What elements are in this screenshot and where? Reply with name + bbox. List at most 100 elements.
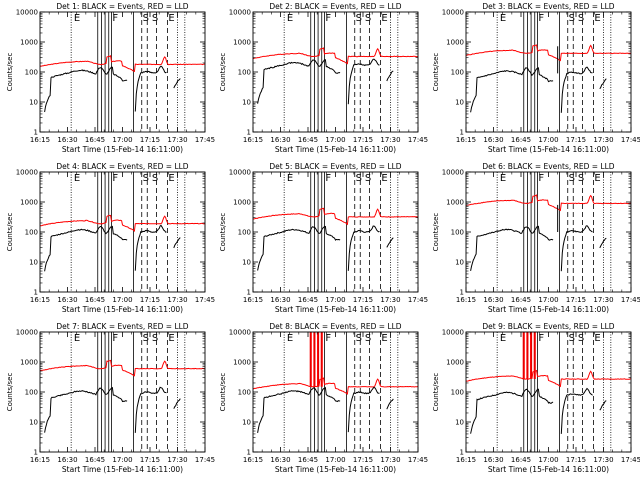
x-tick-label: 16:15 [243,296,263,304]
marker-letter: S [578,13,584,24]
marker-letter: F [325,173,331,184]
x-tick-label: 17:45 [195,456,215,464]
x-tick-label: 16:45 [85,456,105,464]
marker-letter: E [168,333,174,344]
y-tick-label: 1000 [20,199,38,207]
lld-spike [309,332,312,387]
plot-frame [39,171,206,293]
plot-area [253,332,418,452]
events-series-line [599,237,607,249]
lld-spike [317,332,320,387]
x-axis-label: Start Time (15-Feb-14 16:11:00) [275,305,396,314]
y-tick-label: 1000 [233,199,251,207]
y-axis-label: Counts/sec [432,213,440,252]
marker-letter: S [143,13,149,24]
y-axis-label: Counts/sec [432,373,440,412]
y-axis-label: Counts/sec [6,213,14,252]
x-tick-label: 17:15 [140,136,160,144]
y-tick-label: 100 [25,229,38,237]
marker-letter: E [287,13,293,24]
x-tick-label: 16:45 [85,136,105,144]
marker-letter: S [152,173,158,184]
events-series-line [134,224,167,271]
events-series-line [347,225,380,271]
marker-letter: S [356,13,362,24]
plot-frame [465,11,632,133]
y-tick-label: 10 [29,259,38,267]
y-tick-label: 10000 [229,9,251,17]
marker-letter: S [578,333,584,344]
y-tick-label: 10000 [229,329,251,337]
x-tick-label: 16:30 [57,136,77,144]
events-series-line [173,78,181,89]
y-tick-label: 100 [451,69,464,77]
x-tick-label: 16:45 [298,456,318,464]
marker-letter: F [112,333,118,344]
plot-area [40,12,205,132]
y-tick-label: 10000 [442,329,464,337]
x-tick-label: 16:15 [456,456,476,464]
events-series-line [134,386,167,433]
x-tick-label: 16:30 [483,296,503,304]
y-tick-label: 10000 [16,9,38,17]
y-tick-label: 10 [242,259,251,267]
marker-letter: E [74,333,80,344]
marker-letter: E [168,13,174,24]
panel-title: Det 5: BLACK = Events, RED = LLD [269,162,401,171]
marker-letter: E [168,173,174,184]
y-axis-label: Counts/sec [219,213,227,252]
plot-area [40,172,205,292]
panel-title: Det 3: BLACK = Events, RED = LLD [482,2,614,11]
y-tick-label: 100 [238,69,251,77]
marker-letter: S [152,333,158,344]
y-tick-label: 10000 [229,169,251,177]
y-tick-label: 10000 [442,9,464,17]
marker-letter: E [500,173,506,184]
marker-letter: S [578,173,584,184]
marker-letter: F [325,333,331,344]
x-tick-label: 17:45 [408,456,428,464]
x-tick-label: 17:15 [353,296,373,304]
x-tick-label: 17:30 [593,296,613,304]
marker-letter: E [287,333,293,344]
y-tick-label: 10 [29,419,38,427]
marker-letter: S [365,333,371,344]
x-tick-label: 17:30 [380,136,400,144]
x-axis-label: Start Time (15-Feb-14 16:11:00) [62,305,183,314]
lld-spike [320,332,323,387]
x-tick-label: 16:45 [511,136,531,144]
plot-area [466,332,631,452]
marker-letter: E [381,13,387,24]
y-tick-label: 1 [460,129,464,137]
panel-title: Det 8: BLACK = Events, RED = LLD [269,322,401,331]
y-tick-label: 100 [451,229,464,237]
y-tick-label: 100 [238,389,251,397]
y-tick-label: 10 [29,99,38,107]
panel-title: Det 4: BLACK = Events, RED = LLD [56,162,188,171]
lld-series-line [466,369,631,388]
x-tick-label: 17:30 [380,296,400,304]
marker-letter: F [538,333,544,344]
x-axis-label: Start Time (15-Feb-14 16:11:00) [275,145,396,154]
x-tick-label: 16:30 [270,456,290,464]
panel-title: Det 2: BLACK = Events, RED = LLD [269,2,401,11]
marker-letter: S [143,333,149,344]
marker-letter: S [143,173,149,184]
x-tick-label: 16:45 [511,296,531,304]
lld-spike [526,332,529,380]
marker-letter: F [325,13,331,24]
events-series-line [470,388,554,434]
panel-title: Det 6: BLACK = Events, RED = LLD [482,162,614,171]
y-axis-label: Counts/sec [219,373,227,412]
plot-area [466,12,631,132]
events-series-line [599,400,607,411]
x-tick-label: 17:00 [538,456,558,464]
x-tick-label: 17:00 [538,136,558,144]
x-tick-label: 17:45 [408,136,428,144]
x-tick-label: 17:30 [167,296,187,304]
